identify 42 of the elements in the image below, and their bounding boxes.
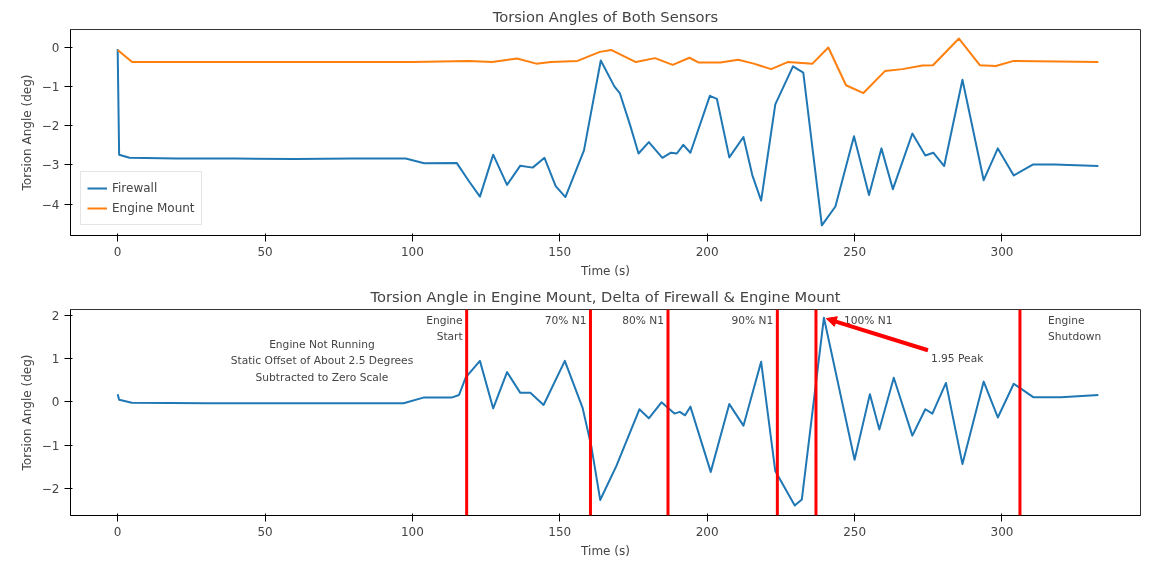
y-tick-label: −4 bbox=[41, 197, 60, 212]
legend-label: Engine Mount bbox=[112, 201, 195, 215]
ref-line-label: Engine Shutdown bbox=[1047, 313, 1102, 344]
y-tick-label: −2 bbox=[41, 481, 60, 496]
y-tick-label: 2 bbox=[51, 309, 60, 324]
y-tick-label: −2 bbox=[41, 119, 60, 134]
x-tick-label: 50 bbox=[257, 244, 273, 259]
y-axis-title: Torsion Angle (deg) bbox=[19, 74, 34, 192]
ref-line-label: Engine Start bbox=[426, 313, 463, 344]
chart-title: Torsion Angles of Both Sensors bbox=[491, 7, 719, 25]
x-tick-label: 150 bbox=[548, 524, 572, 539]
y-tick-label: 0 bbox=[51, 40, 60, 55]
x-tick-label: 150 bbox=[548, 244, 572, 259]
x-tick-label: 200 bbox=[695, 524, 719, 539]
x-tick-label: 100 bbox=[400, 524, 424, 539]
y-tick-label: −1 bbox=[41, 438, 60, 453]
x-tick-label: 100 bbox=[400, 244, 424, 259]
x-axis-title: Time (s) bbox=[580, 543, 630, 558]
x-tick-label: 0 bbox=[113, 244, 122, 259]
y-tick-label: 0 bbox=[51, 395, 60, 410]
x-axis-title: Time (s) bbox=[580, 263, 630, 278]
y-tick-label: −1 bbox=[41, 79, 60, 94]
annotation: Engine Not Running Static Offset of About 2.5 Degrees Subtracted to Zero Scale bbox=[230, 337, 414, 385]
x-tick-label: 300 bbox=[990, 524, 1014, 539]
y-tick-label: 1 bbox=[51, 352, 60, 367]
y-axis-title: Torsion Angle (deg) bbox=[19, 354, 34, 472]
ref-line-label: 80% N1 bbox=[622, 313, 664, 327]
ref-line-label: 90% N1 bbox=[731, 313, 774, 327]
chart-title: Torsion Angle in Engine Mount, Delta of Firewall & Engine Mount bbox=[369, 287, 841, 305]
x-tick-label: 0 bbox=[113, 524, 122, 539]
line-series bbox=[116, 37, 1100, 95]
ref-line-label: 70% N1 bbox=[544, 313, 587, 327]
x-tick-label: 200 bbox=[695, 244, 719, 259]
ref-line-label: 100% N1 bbox=[843, 313, 893, 327]
x-tick-label: 300 bbox=[990, 244, 1014, 259]
y-tick-label: −3 bbox=[41, 158, 60, 173]
line-series bbox=[116, 316, 1100, 507]
x-tick-label: 250 bbox=[843, 244, 867, 259]
x-tick-label: 250 bbox=[843, 524, 867, 539]
annotation: 1.95 Peak bbox=[930, 352, 985, 366]
x-tick-label: 50 bbox=[257, 524, 273, 539]
legend-label: Firewall bbox=[112, 181, 158, 195]
